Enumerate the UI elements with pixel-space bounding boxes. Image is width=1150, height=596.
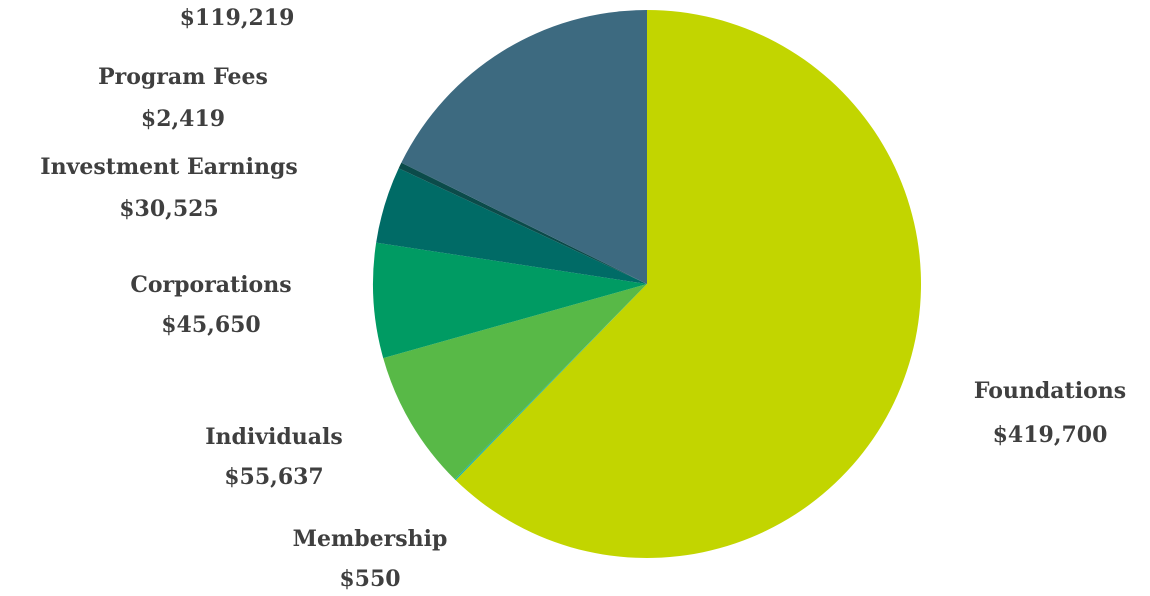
slice-corporations <box>372 242 647 359</box>
label-foundations-name: Foundations <box>974 378 1126 404</box>
label-individuals-value: $55,637 <box>224 464 324 490</box>
slice-other <box>401 10 647 284</box>
label-investment-earnings-name: Investment Earnings <box>40 154 297 180</box>
label-membership-name: Membership <box>293 526 448 552</box>
label-other-value: $119,219 <box>180 5 295 31</box>
slice-program-fees <box>398 162 647 284</box>
slice-membership <box>454 284 647 481</box>
label-program-fees-name: Program Fees <box>98 64 268 90</box>
slice-investment-earnings <box>376 168 647 284</box>
label-investment-earnings-value: $30,525 <box>119 196 219 222</box>
pie-slices <box>372 10 921 558</box>
label-membership-value: $550 <box>339 566 400 592</box>
slice-foundations <box>455 10 921 558</box>
label-corporations-value: $45,650 <box>161 312 261 338</box>
slice-individuals <box>383 284 647 480</box>
label-program-fees-value: $2,419 <box>141 106 225 132</box>
label-foundations-value: $419,700 <box>993 422 1108 448</box>
label-corporations-name: Corporations <box>130 272 291 298</box>
label-individuals-name: Individuals <box>205 424 343 450</box>
